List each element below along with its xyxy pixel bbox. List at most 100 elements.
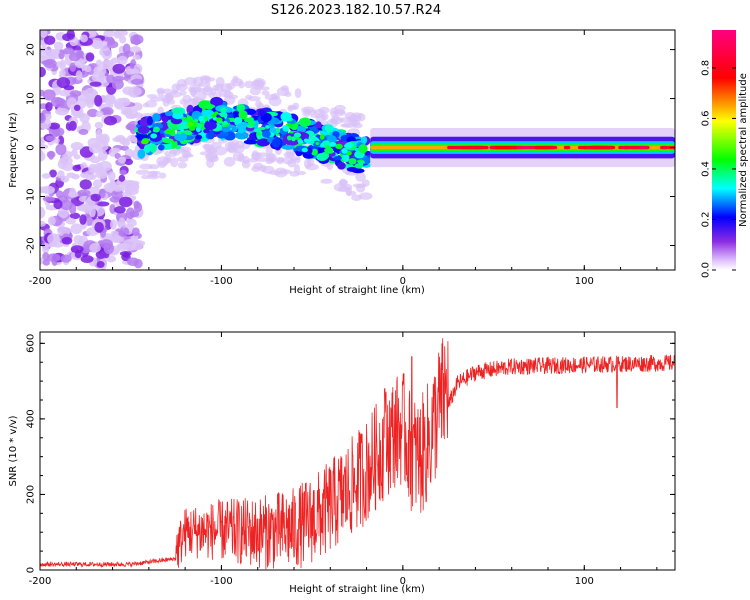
spectrogram-ytick-label: 20 (26, 43, 37, 56)
snr-ticks: -200 -100 0 100 0 200 400 600 (26, 332, 675, 587)
spectrogram-blob (189, 125, 196, 131)
snr-xtick-label: -200 (29, 576, 52, 587)
spectrogram-blob (94, 121, 104, 129)
spectrogram-blob (54, 107, 69, 116)
spectrogram-blob (158, 172, 167, 179)
spectrogram-frame (39, 29, 676, 271)
spectrogram-blob (222, 120, 228, 126)
spectrogram-blob (41, 173, 51, 179)
spectrogram-blob (147, 170, 159, 178)
spectrogram-blob (111, 78, 124, 90)
colorbar-gradient (712, 30, 736, 270)
spectrogram-blob (268, 96, 282, 107)
spectrogram-blob (301, 147, 308, 153)
spectrogram-blob (282, 156, 295, 165)
spectrogram-blob (164, 150, 171, 156)
spectrogram-xtick-label: -200 (29, 276, 52, 287)
colorbar-tick-label: 0.0 (701, 262, 712, 278)
spectrogram-blob (203, 128, 210, 134)
spectrogram-blob (57, 135, 65, 146)
spectrogram-blob (329, 141, 337, 147)
spectrogram-blob (91, 37, 103, 50)
spectrogram-blob (125, 207, 136, 220)
spectrogram-blob (40, 206, 46, 219)
spectrogram-blob (103, 30, 116, 38)
spectrogram-blob (219, 113, 228, 118)
spectrogram-blob (119, 196, 133, 208)
spectrogram-blob (69, 203, 77, 215)
spectrogram-blob (320, 178, 333, 184)
spectrogram-blob (79, 113, 90, 124)
spectrogram-blob (128, 86, 142, 97)
spectrogram-blob (133, 200, 141, 209)
spectrogram-blob (58, 69, 66, 76)
spectrogram-blob (150, 133, 158, 139)
snr-line (40, 338, 675, 570)
tone-hot-segment (563, 145, 571, 150)
spectrogram-blob (107, 171, 116, 182)
spectrogram-blob (80, 255, 94, 264)
spectrogram-blob (337, 162, 346, 170)
spectrogram-blob (296, 125, 306, 134)
spectrogram-blob (132, 54, 141, 61)
spectrogram-blob (214, 111, 219, 115)
spectrogram-blob (276, 127, 281, 133)
spectrogram-blob (227, 113, 235, 118)
spectrogram-blob (40, 139, 45, 146)
spectrogram-blob (302, 108, 311, 117)
spectrogram-blob (103, 115, 117, 126)
snr-xtick-label: -100 (210, 576, 233, 587)
spectrogram-blob (122, 43, 131, 55)
spectrogram-blob (117, 55, 128, 65)
spectrogram-blob (289, 171, 300, 177)
spectrogram-blob (219, 89, 232, 98)
spectrogram-blob (254, 128, 261, 133)
spectrogram-blob (276, 87, 290, 97)
spectrogram-blob (80, 172, 89, 179)
spectrogram-blob (42, 259, 50, 266)
spectrogram-blob (75, 70, 83, 81)
spectrogram-blob (79, 34, 88, 43)
spectrogram-blob (237, 153, 245, 163)
snr-ytick-label: 200 (26, 485, 37, 504)
spectrogram-blob (60, 254, 72, 263)
spectrogram-ytick-label: 0 (26, 144, 37, 150)
spectrogram-blob (171, 89, 178, 95)
spectrogram-blob (66, 172, 76, 178)
snr-panel: -200 -100 0 100 0 200 400 600 Height of straigh… (8, 331, 676, 595)
spectrogram-blob (258, 109, 266, 116)
spectrogram-blob (199, 151, 211, 156)
spectrogram-blob (119, 169, 127, 176)
spectrogram-blob (310, 140, 315, 144)
spectrogram-blob (285, 138, 299, 146)
spectrogram-blob (85, 52, 95, 62)
spectrogram-blob (124, 158, 134, 166)
spectrogram-blob (139, 143, 146, 150)
spectrogram-blob (297, 139, 304, 144)
spectrogram-blob (55, 190, 64, 199)
spectrogram-blob (199, 75, 211, 81)
spectrogram-blob (164, 110, 174, 117)
spectrogram-blob (140, 174, 151, 180)
spectrogram-blob (40, 220, 46, 227)
spectrogram-blob (265, 125, 270, 129)
spectrogram-blob (280, 112, 292, 122)
spectrogram-marks (40, 30, 675, 270)
spectrogram-blob (205, 104, 216, 110)
spectrogram-blob (311, 148, 318, 156)
spectrogram-blob (89, 173, 97, 180)
spectrogram-blob (267, 157, 277, 162)
spectrogram-blob (129, 46, 142, 53)
spectrogram-blob (40, 30, 48, 39)
spectrogram-blob (107, 102, 114, 109)
spectrogram-blob (172, 113, 184, 120)
spectrogram-blob (241, 159, 251, 169)
spectrogram-blob (261, 130, 271, 138)
spectrogram-blob (47, 233, 61, 245)
spectrogram-blob (106, 40, 119, 49)
spectrogram-blob (244, 80, 254, 89)
spectrogram-blob (198, 82, 205, 88)
spectrogram-blob (211, 141, 222, 149)
spectrogram-blob (146, 115, 154, 126)
spectrogram-blob (202, 143, 210, 149)
